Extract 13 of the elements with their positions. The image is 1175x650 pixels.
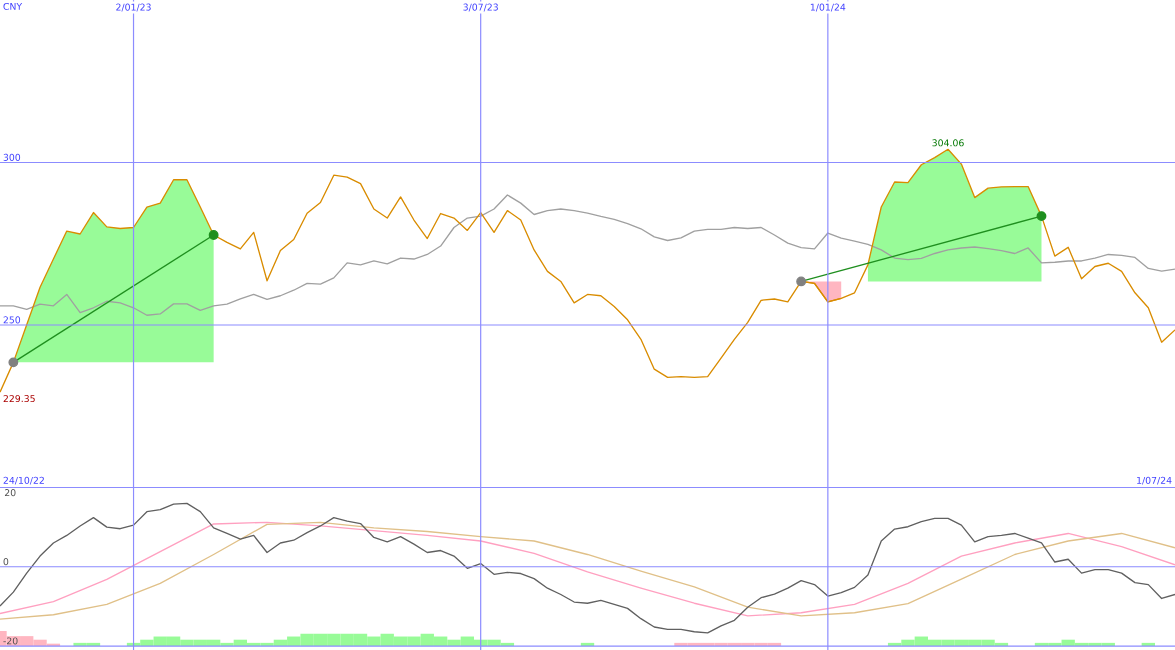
y-tick-label: 0 bbox=[3, 558, 9, 566]
annotation: 24/10/22 bbox=[3, 476, 44, 485]
annotation: 229.35 bbox=[3, 395, 35, 403]
x-tick-label: 1/01/24 bbox=[810, 3, 846, 12]
x-tick-label: 3/07/23 bbox=[463, 3, 498, 12]
annotation: CNY bbox=[3, 2, 23, 10]
y-tick-label: 300 bbox=[3, 153, 21, 161]
y-tick-label: 20 bbox=[4, 489, 16, 497]
annotation: 1/07/24 bbox=[1137, 476, 1172, 485]
y-tick-label: 250 bbox=[3, 316, 21, 324]
y-tick-label: -20 bbox=[3, 637, 18, 645]
annotation: 304.06 bbox=[932, 139, 964, 147]
x-tick-label: 2/01/23 bbox=[116, 3, 151, 12]
